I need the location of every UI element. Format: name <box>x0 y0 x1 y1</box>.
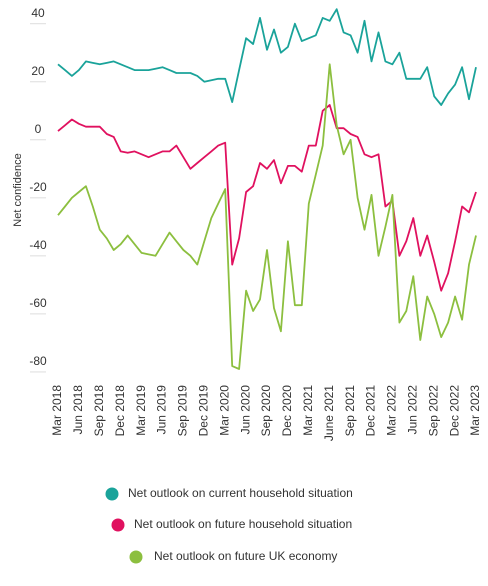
x-tick-label: Mar 2020 <box>217 385 231 436</box>
legend-label: Net outlook on future household situatio… <box>134 517 352 531</box>
x-tick-label: Dec 2022 <box>447 385 461 437</box>
x-tick-label: Sep 2019 <box>176 385 190 437</box>
data-line <box>57 104 477 292</box>
x-tick-label: June 2021 <box>322 385 336 441</box>
x-tick-label: Mar 2023 <box>468 385 482 436</box>
y-tick-label: -40 <box>29 238 47 252</box>
x-tick-label: Sep 2022 <box>426 385 440 437</box>
x-tick-label: Mar 2018 <box>50 385 64 436</box>
y-tick-label: -20 <box>29 180 47 194</box>
x-tick-label: Mar 2021 <box>301 385 315 436</box>
x-tick-label: Jun 2018 <box>71 385 85 435</box>
y-tick-label: -60 <box>29 296 47 310</box>
data-line <box>57 63 477 370</box>
y-tick-label: 20 <box>31 64 45 78</box>
legend-marker <box>105 487 119 501</box>
x-tick-label: Jun 2022 <box>405 385 419 435</box>
x-tick-label: Dec 2020 <box>280 385 294 437</box>
x-tick-label: Dec 2021 <box>364 385 378 437</box>
data-line <box>57 8 477 106</box>
x-tick-label: Sep 2020 <box>259 385 273 437</box>
y-tick-label: -80 <box>29 354 47 368</box>
y-axis-label: Net confidence <box>12 153 24 226</box>
legend-label: Net outlook on current household situati… <box>128 486 353 500</box>
legend-label: Net outlook on future UK economy <box>154 549 337 563</box>
legend-marker <box>129 550 143 564</box>
x-tick-label: Sep 2021 <box>343 385 357 437</box>
x-tick-label: Mar 2019 <box>134 385 148 436</box>
y-tick-label: 40 <box>31 6 45 20</box>
x-tick-label: Dec 2019 <box>196 385 210 437</box>
x-tick-label: Mar 2022 <box>385 385 399 436</box>
y-tick-label: 0 <box>35 122 42 136</box>
x-tick-label: Jun 2019 <box>155 385 169 435</box>
x-tick-label: Sep 2018 <box>92 385 106 437</box>
x-tick-label: Jun 2020 <box>238 385 252 435</box>
legend-marker <box>111 518 125 532</box>
x-tick-label: Dec 2018 <box>113 385 127 437</box>
